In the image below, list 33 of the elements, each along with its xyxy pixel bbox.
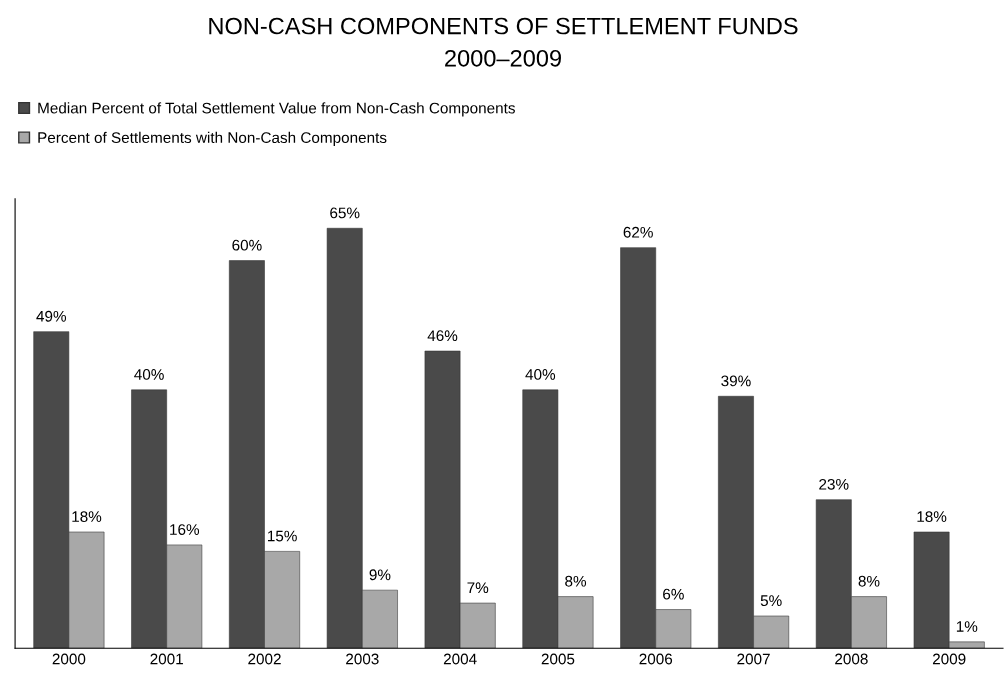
x-tick-label: 2001 bbox=[150, 653, 183, 665]
data-label: 5% bbox=[760, 595, 782, 607]
x-tick-label: 2009 bbox=[932, 653, 966, 665]
data-label: 23% bbox=[819, 478, 849, 490]
data-label: 18% bbox=[72, 511, 102, 523]
x-tick-label: 2007 bbox=[737, 653, 770, 665]
data-label: 65% bbox=[330, 207, 360, 219]
x-tick-label: 2003 bbox=[346, 653, 379, 665]
x-tick-label: 2000 bbox=[52, 653, 86, 665]
data-label: 6% bbox=[663, 588, 684, 600]
x-tick-label: 2004 bbox=[443, 653, 477, 665]
chart-title: NON-CASH COMPONENTS OF SETTLEMENT FUNDS 2000–2009 bbox=[209, 17, 798, 67]
data-label: 46% bbox=[427, 330, 458, 342]
x-tick-label: 2002 bbox=[248, 653, 281, 665]
legend-label: Median Percent of Total Settlement Value from Non-Cash Components bbox=[38, 102, 515, 117]
data-label: 9% bbox=[369, 569, 391, 581]
data-label: 8% bbox=[858, 575, 880, 587]
data-label: 15% bbox=[267, 530, 297, 542]
data-label: 1% bbox=[956, 621, 978, 632]
data-label: 8% bbox=[565, 575, 587, 587]
data-label: 40% bbox=[134, 369, 164, 380]
data-label: 39% bbox=[721, 375, 751, 387]
data-label: 18% bbox=[917, 511, 947, 523]
x-tick-label: 2008 bbox=[835, 653, 868, 665]
data-label: 62% bbox=[623, 226, 653, 238]
data-label: 60% bbox=[232, 239, 262, 251]
data-label: 16% bbox=[170, 524, 200, 535]
x-tick-label: 2005 bbox=[541, 653, 575, 665]
legend-label: Percent of Settlements with Non-Cash Components bbox=[38, 131, 387, 147]
data-label: 49% bbox=[36, 310, 67, 322]
x-tick-label: 2006 bbox=[639, 653, 673, 665]
data-label: 40% bbox=[525, 369, 556, 380]
data-label: 7% bbox=[467, 582, 489, 594]
